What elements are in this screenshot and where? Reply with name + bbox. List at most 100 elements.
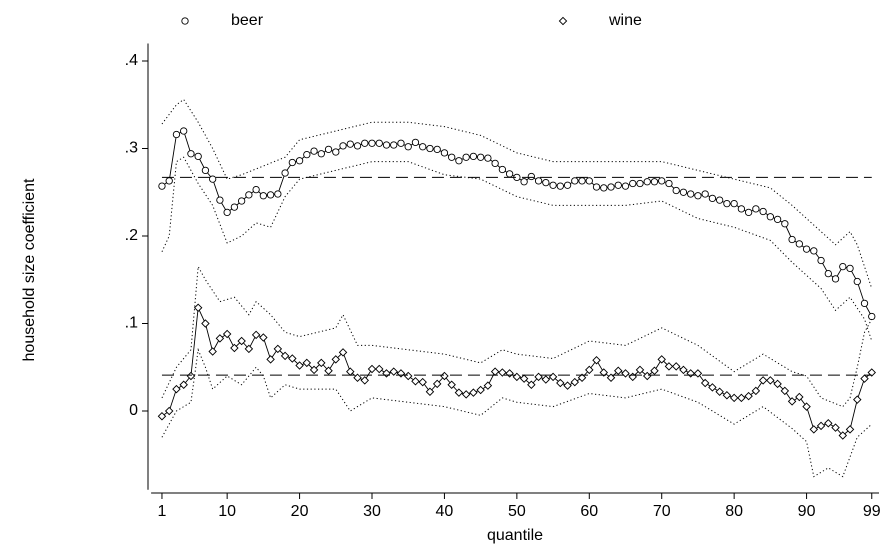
point	[723, 199, 731, 208]
point	[571, 177, 579, 185]
point	[867, 368, 876, 377]
point	[773, 215, 782, 224]
x-tick-label: 30	[363, 503, 381, 520]
point	[527, 172, 535, 181]
series-line	[161, 306, 873, 437]
point	[868, 312, 876, 321]
point	[607, 183, 615, 191]
point	[411, 377, 420, 386]
point	[396, 369, 406, 378]
point	[476, 153, 485, 161]
point	[317, 358, 326, 368]
point	[599, 368, 609, 377]
point	[317, 150, 325, 158]
point	[664, 362, 674, 371]
point	[737, 393, 746, 403]
point	[484, 154, 492, 162]
point	[700, 378, 710, 388]
point	[237, 336, 246, 346]
legend-label: wine	[608, 12, 642, 29]
point	[367, 364, 377, 374]
point	[469, 152, 478, 161]
point	[201, 319, 210, 328]
point	[621, 369, 630, 378]
point	[476, 385, 485, 395]
point	[223, 208, 231, 217]
point	[353, 142, 362, 150]
point	[751, 386, 761, 396]
point	[302, 358, 312, 368]
point	[209, 175, 217, 183]
point	[280, 351, 290, 361]
dotted-line	[161, 347, 873, 478]
point	[216, 196, 224, 204]
point	[824, 269, 832, 278]
point	[338, 348, 348, 357]
point	[679, 188, 688, 196]
y-tick-label: 0	[129, 402, 138, 419]
point	[744, 391, 753, 401]
point	[788, 235, 796, 244]
point	[193, 303, 203, 312]
point	[288, 354, 297, 363]
point	[716, 196, 724, 204]
legend-marker	[181, 17, 189, 25]
point	[324, 366, 333, 375]
point	[222, 329, 232, 339]
point	[549, 181, 557, 189]
point	[165, 177, 173, 185]
point	[839, 262, 847, 271]
point	[671, 362, 681, 371]
point	[462, 153, 470, 161]
point	[448, 153, 456, 161]
point	[542, 178, 550, 187]
x-tick-label: 60	[580, 503, 598, 520]
point	[578, 177, 586, 185]
legend-label: beer	[231, 12, 264, 29]
point	[635, 365, 645, 375]
point	[295, 361, 304, 370]
point	[636, 179, 644, 188]
x-tick-label: 80	[725, 503, 743, 520]
point	[281, 169, 289, 177]
point	[208, 347, 217, 356]
y-tick-label: .3	[125, 140, 138, 157]
point	[809, 425, 819, 434]
x-axis-title: quantile	[487, 527, 543, 544]
point	[273, 344, 283, 354]
x-tick-label: 1	[158, 503, 167, 520]
point	[672, 186, 680, 195]
point	[701, 190, 709, 198]
point	[781, 220, 789, 228]
point	[164, 406, 174, 416]
point	[686, 369, 695, 378]
point	[802, 402, 811, 411]
point	[585, 365, 594, 375]
point	[491, 159, 499, 168]
point	[440, 149, 449, 157]
point	[332, 148, 340, 156]
point	[795, 240, 803, 248]
point	[295, 157, 304, 165]
point	[425, 387, 435, 396]
point	[237, 197, 246, 205]
y-tick-label: .4	[125, 52, 138, 69]
point	[375, 364, 384, 374]
point	[252, 185, 260, 194]
point	[846, 264, 854, 273]
point	[737, 205, 746, 213]
point	[766, 213, 775, 221]
x-tick-label: 20	[291, 503, 309, 520]
point	[816, 421, 826, 431]
point	[570, 377, 580, 387]
point	[665, 179, 673, 188]
point	[339, 142, 347, 150]
point	[614, 181, 622, 189]
point	[563, 381, 572, 390]
point	[766, 376, 775, 385]
point	[455, 157, 463, 165]
point	[433, 145, 441, 154]
point	[802, 245, 811, 253]
point	[824, 419, 833, 428]
